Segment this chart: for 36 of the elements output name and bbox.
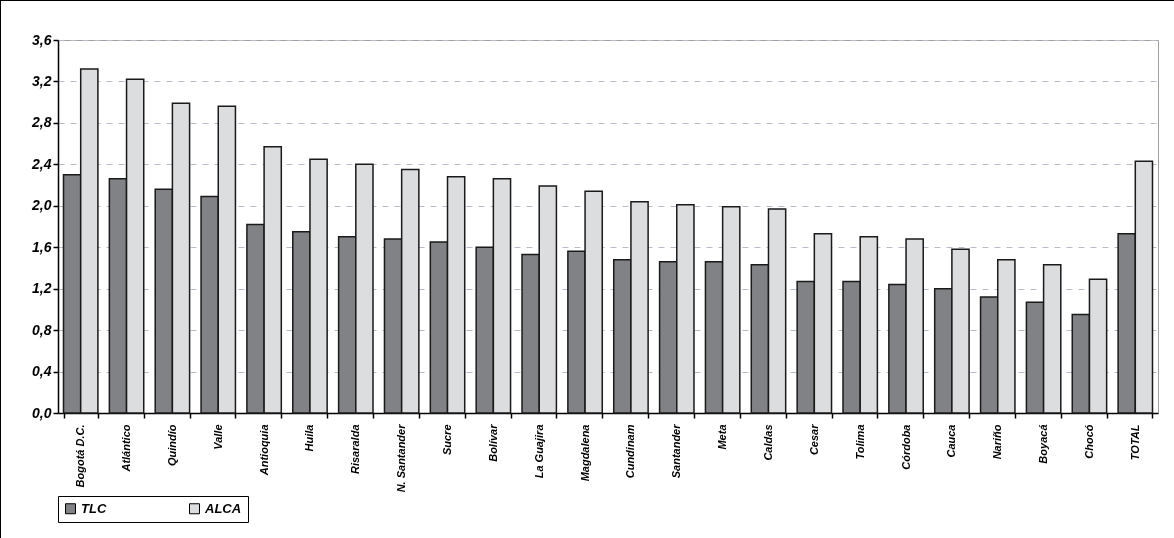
x-tick-label: Magdalena <box>578 424 591 482</box>
x-tick-label: Cauca <box>945 424 958 458</box>
x-tick-label: Nariño <box>991 424 1004 460</box>
y-tick-label: 0,8 <box>32 321 52 338</box>
legend-label: TLC <box>81 500 107 516</box>
x-tick-label: Meta <box>716 424 729 450</box>
y-tick-label: 2,8 <box>31 114 52 131</box>
y-tick-label: 1,6 <box>32 238 52 255</box>
x-tick-label: Huila <box>303 424 316 452</box>
x-tick-label: Tolima <box>853 424 866 460</box>
y-tick-label: 2,4 <box>31 155 52 172</box>
x-tick-label: Sucre <box>441 424 454 456</box>
x-tick-label: Antioquia <box>257 424 270 477</box>
legend-label: ALCA <box>204 500 242 516</box>
x-tick-label: Atlántico <box>120 424 133 473</box>
x-tick-label: Quindío <box>165 424 178 467</box>
x-tick-label: TOTAL <box>1128 424 1141 461</box>
x-tick-label: Bolívar <box>486 423 499 462</box>
x-tick-label: La Guajira <box>532 424 545 479</box>
x-tick-label: Bogotá D.C. <box>74 424 87 488</box>
x-tick-label: Boyacá <box>1037 424 1050 464</box>
x-tick-label: N. Santander <box>395 423 408 493</box>
y-tick-label: 2,0 <box>31 197 52 214</box>
x-tick-label: Cundinam <box>624 424 637 479</box>
y-tick-label: 3,6 <box>32 31 52 48</box>
y-tick-label: 0,0 <box>32 404 52 421</box>
x-tick-label: Risaralda <box>349 424 362 475</box>
y-tick-label: 0,4 <box>32 363 52 380</box>
x-tick-label: Caldas <box>761 424 774 461</box>
x-tick-label: Chocó <box>1082 424 1095 459</box>
x-tick-label: Santander <box>670 423 683 479</box>
x-tick-label: Córdoba <box>899 424 912 470</box>
x-tick-label: Cesar <box>807 423 820 456</box>
x-tick-label: Valle <box>211 424 224 450</box>
y-tick-label: 3,2 <box>32 72 52 89</box>
y-tick-label: 1,2 <box>32 280 52 297</box>
